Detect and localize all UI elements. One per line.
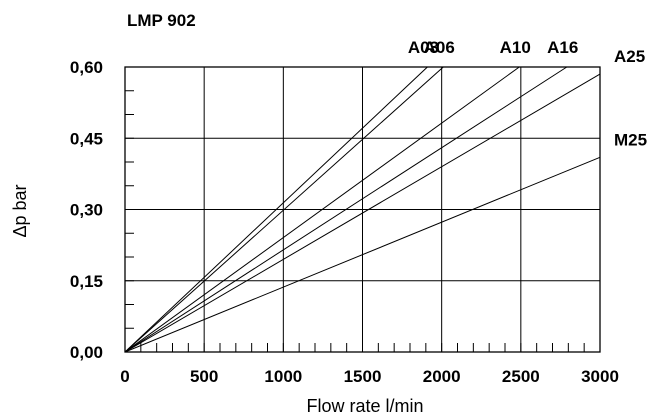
x-tick-label: 2000 (423, 367, 461, 386)
y-tick-label: 0,00 (70, 343, 103, 362)
plot-frame (124, 66, 601, 353)
y-tick-label: 0,15 (70, 272, 103, 291)
minor-ticks-layer (125, 90, 585, 352)
x-tick-label: 0 (120, 367, 129, 386)
series-line-m25 (124, 156, 601, 353)
series-line-a03 (124, 66, 428, 353)
series-line-a06 (124, 66, 444, 353)
x-tick-label: 2500 (502, 367, 540, 386)
y-tick-label: 0,45 (70, 129, 103, 148)
series-label-a03: A03 (408, 38, 439, 57)
x-tick-label: 3000 (581, 367, 619, 386)
y-axis-label: Δp bar (10, 184, 30, 237)
chart-title: LMP 902 (127, 11, 196, 30)
series-label-a25: A25 (614, 47, 645, 66)
series-label-a06: A06 (424, 38, 455, 57)
grid-layer (125, 67, 600, 352)
series-label-a10: A10 (500, 38, 531, 57)
x-axis-label: Flow rate l/min (306, 396, 423, 416)
y-tick-label: 0,60 (70, 58, 103, 77)
x-tick-label: 500 (190, 367, 218, 386)
series-label-m25: M25 (614, 130, 647, 149)
y-tick-labels: 0,00 0,15 0,30 0,45 0,60 (70, 58, 103, 362)
series-line-a16 (124, 66, 568, 353)
x-tick-label: 1000 (264, 367, 302, 386)
series-line-a25 (124, 73, 601, 353)
series-layer (124, 66, 601, 353)
x-tick-labels: 0 500 1000 1500 2000 2500 3000 (120, 367, 619, 386)
series-label-a16: A16 (547, 38, 578, 57)
x-tick-label: 1500 (344, 367, 382, 386)
y-tick-label: 0,30 (70, 201, 103, 220)
series-line-a10 (124, 66, 520, 353)
